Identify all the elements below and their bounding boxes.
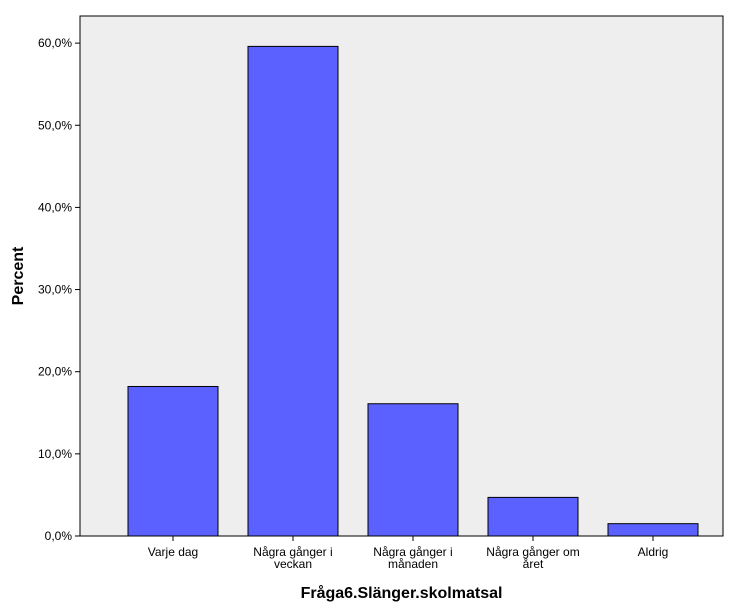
x-tick-label-line: veckan xyxy=(274,557,312,571)
y-axis-title: Percent xyxy=(10,246,27,305)
x-tick-label-line: Varje dag xyxy=(148,545,198,559)
x-tick-label-line: Aldrig xyxy=(638,545,669,559)
x-tick-label: Varje dag xyxy=(148,545,198,559)
bar xyxy=(247,45,339,537)
x-tick-label: Några gånger om året xyxy=(486,545,579,571)
x-tick-label-line: Några gånger i xyxy=(373,545,452,559)
y-tick-label: 60,0% xyxy=(38,36,72,50)
x-tick-label-line: Några gånger om xyxy=(486,545,579,559)
x-tick-label-line: Några gånger i xyxy=(253,545,332,559)
bar xyxy=(367,403,459,537)
bars-group xyxy=(127,45,699,537)
y-tick-label: 30,0% xyxy=(38,283,72,297)
y-tick-label: 10,0% xyxy=(38,447,72,461)
y-tick-label: 40,0% xyxy=(38,200,72,214)
y-tick-label: 50,0% xyxy=(38,118,72,132)
x-axis-title: Fråga6.Slänger.skolmatsal xyxy=(301,584,503,602)
x-tick-label-line: året xyxy=(523,557,544,571)
x-tick-label: Några gånger i månaden xyxy=(373,545,452,571)
bar xyxy=(487,496,579,537)
x-tick-label-line: månaden xyxy=(388,557,438,571)
bar xyxy=(607,523,699,537)
x-tick-label: Aldrig xyxy=(638,545,669,559)
x-tick-label: Några gånger i veckan xyxy=(253,545,332,571)
y-tick-label: 0,0% xyxy=(45,529,73,543)
y-tick-label: 20,0% xyxy=(38,365,72,379)
y-axis: 0,0% 10,0% 20,0% 30,0% 40,0% 50,0% 60,0% xyxy=(38,36,80,543)
bar xyxy=(127,385,219,537)
